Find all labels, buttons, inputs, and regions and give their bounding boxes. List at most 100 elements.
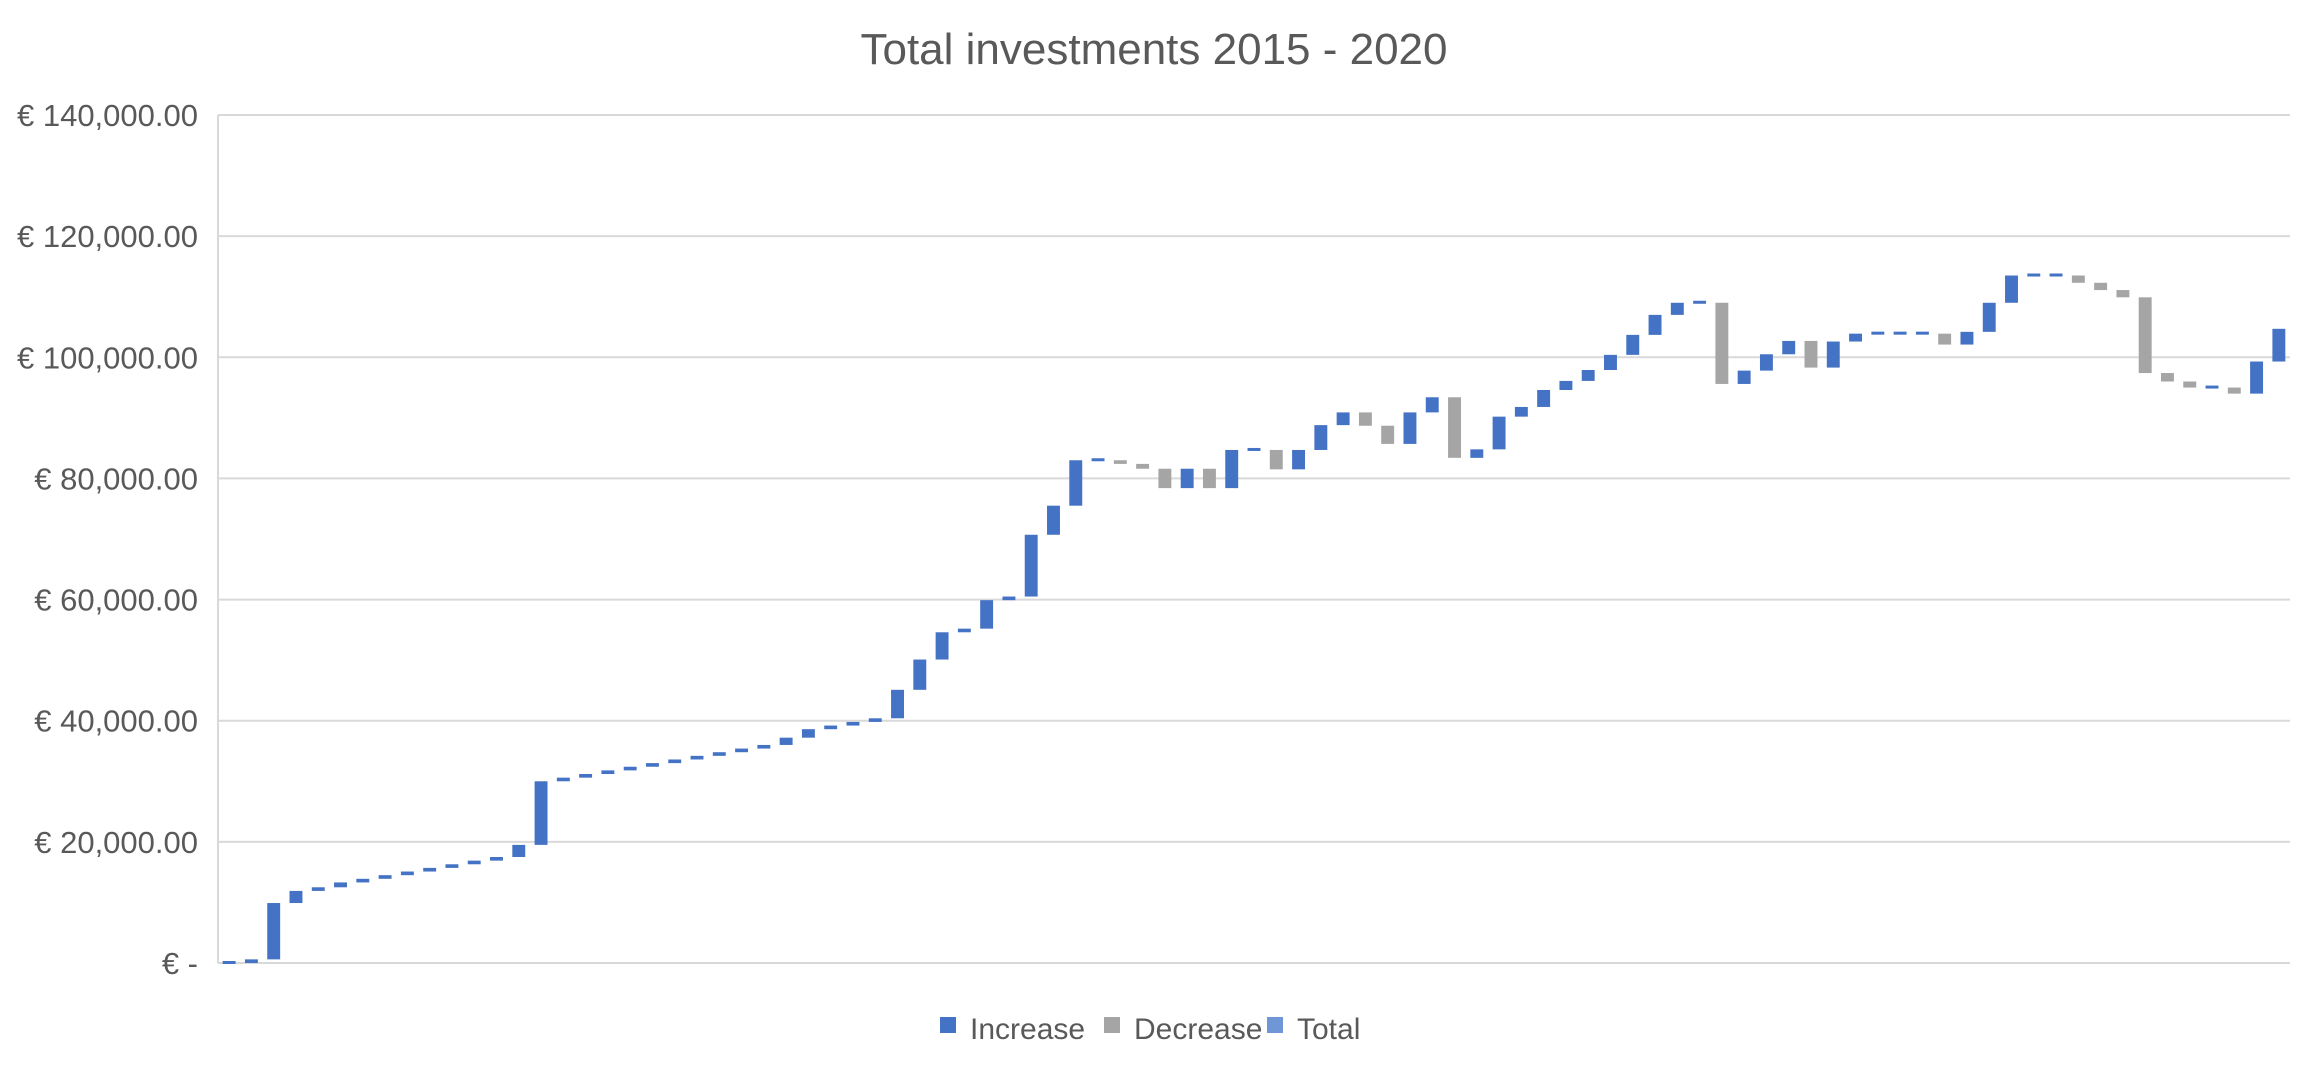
increase-bar (1292, 449, 1306, 470)
increase-bar (824, 725, 838, 730)
decrease-bar (1938, 333, 1952, 345)
decrease-bar (1381, 425, 1395, 444)
increase-bar (579, 774, 593, 778)
increase-bar (311, 887, 325, 891)
increase-bar (980, 600, 994, 629)
increase-bar (801, 729, 815, 738)
decrease-bar (1448, 397, 1461, 458)
increase-bar (1225, 449, 1239, 489)
increase-bar (2027, 273, 2041, 277)
increase-bar (1002, 596, 1016, 601)
increase-bar (1069, 460, 1083, 506)
increase-bar (400, 871, 414, 876)
increase-bar (2272, 328, 2286, 362)
increase-bar (1826, 341, 1840, 368)
increase-bar (779, 737, 793, 745)
increase-bar (267, 903, 281, 960)
increase-bar (957, 628, 971, 633)
legend-label-decrease: Decrease (1134, 1013, 1262, 1046)
gridlines (217, 114, 2290, 964)
increase-bar (467, 860, 481, 865)
increase-bar (690, 755, 704, 760)
legend-swatch-decrease (1104, 1017, 1120, 1033)
y-axis-tick-labels: € - € 20,000.00 € 40,000.00 € 60,000.00 € 80… (17, 98, 198, 981)
increase-bar (1626, 334, 1640, 355)
decrease-bar (1136, 463, 1150, 469)
chart-title: Total investments 2015 - 2020 (860, 25, 1447, 74)
increase-bar (735, 748, 749, 753)
increase-bar (289, 890, 303, 904)
increase-bar (1670, 302, 1684, 315)
increase-bar (512, 844, 526, 857)
y-tick-label: € 120,000.00 (17, 219, 198, 254)
y-tick-label: € 20,000.00 (34, 825, 198, 860)
increase-bar (1693, 300, 1707, 304)
y-tick-label: € 60,000.00 (34, 583, 198, 618)
increase-bar (1915, 331, 1929, 335)
increase-bar (668, 759, 682, 764)
increase-bar (423, 867, 437, 872)
increase-bar (244, 959, 258, 963)
increase-bar (334, 882, 347, 888)
decrease-bar (2071, 275, 2085, 283)
increase-bar (1559, 380, 1573, 390)
decrease-bar (2094, 282, 2108, 291)
increase-bar (1403, 412, 1417, 444)
increase-bar (712, 752, 726, 756)
increase-bar (1537, 389, 1551, 407)
increase-bar (1024, 534, 1038, 597)
increase-bar (1581, 370, 1595, 381)
increase-bar (2049, 273, 2063, 277)
decrease-bar (1202, 468, 1216, 489)
increase-bar (1759, 354, 1773, 371)
legend-swatch-increase (940, 1017, 956, 1033)
increase-bar (645, 763, 659, 767)
decrease-bar (1158, 468, 1172, 489)
increase-bar (534, 781, 548, 845)
increase-bar (1314, 425, 1328, 450)
increase-bar (556, 777, 570, 782)
increase-bar (445, 864, 459, 868)
y-tick-label: € 100,000.00 (17, 340, 198, 375)
decrease-bar (1269, 449, 1283, 470)
legend-label-increase: Increase (970, 1013, 1085, 1046)
bars (222, 273, 2286, 964)
increase-bar (846, 721, 860, 726)
legend-swatch-total (1267, 1017, 1283, 1033)
increase-bar (356, 878, 370, 883)
increase-bar (1737, 370, 1751, 384)
decrease-bar (2227, 387, 2241, 394)
increase-bar (1782, 340, 1796, 355)
increase-bar (2250, 361, 2264, 394)
increase-bar (1470, 449, 1484, 458)
increase-bar (868, 718, 882, 722)
decrease-bar (1358, 412, 1372, 426)
increase-bar (1982, 302, 1996, 332)
increase-bar (1047, 505, 1060, 535)
increase-bar (1604, 354, 1617, 371)
y-tick-label: € 140,000.00 (17, 98, 198, 133)
increase-bar (1336, 412, 1350, 426)
increase-bar (935, 632, 949, 660)
increase-bar (1425, 397, 1439, 413)
decrease-bar (2116, 290, 2130, 298)
increase-bar (1871, 331, 1885, 335)
decrease-bar (2161, 373, 2174, 382)
increase-bar (2005, 275, 2018, 303)
increase-bar (1514, 406, 1528, 417)
increase-bar (1247, 447, 1261, 451)
increase-bar (1091, 458, 1105, 462)
increase-bar (1960, 331, 1974, 345)
decrease-bar (2138, 297, 2152, 374)
legend: Increase Decrease Total (940, 1013, 1360, 1046)
increase-bar (1849, 333, 1863, 342)
increase-bar (913, 659, 927, 690)
increase-bar (757, 744, 771, 749)
legend-label-total: Total (1297, 1013, 1360, 1046)
y-tick-label: € 40,000.00 (34, 704, 198, 739)
increase-bar (490, 857, 503, 861)
increase-bar (601, 770, 615, 775)
increase-bar (1648, 314, 1662, 335)
y-tick-label: € - (162, 946, 198, 981)
